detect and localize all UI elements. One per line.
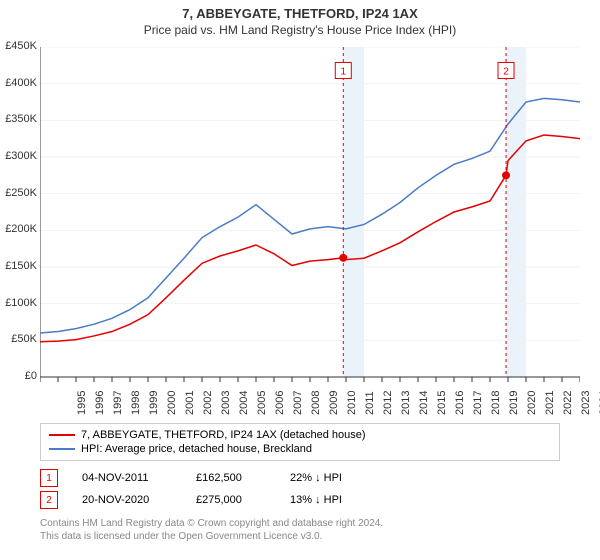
legend-row: 7, ABBEYGATE, THETFORD, IP24 1AX (detach… bbox=[49, 428, 551, 442]
x-axis-label: 2002 bbox=[202, 391, 214, 415]
x-axis-label: 2015 bbox=[436, 391, 448, 415]
data-pct: 13% ↓ HPI bbox=[290, 494, 342, 506]
x-axis-label: 2003 bbox=[220, 391, 232, 415]
chart-title: 7, ABBEYGATE, THETFORD, IP24 1AX bbox=[0, 6, 600, 21]
x-axis-label: 2013 bbox=[400, 391, 412, 415]
x-axis-label: 2001 bbox=[184, 391, 196, 415]
chart-area: 12 £0£50K£100K£150K£200K£250K£300K£350K£… bbox=[40, 47, 590, 417]
x-axis-label: 2014 bbox=[418, 391, 430, 415]
y-axis-label: £400K bbox=[2, 77, 37, 89]
y-axis-label: £200K bbox=[2, 223, 37, 235]
footer-line1: Contains HM Land Registry data © Crown c… bbox=[40, 517, 560, 530]
x-axis-label: 2005 bbox=[256, 391, 268, 415]
x-axis-label: 1999 bbox=[148, 391, 160, 415]
y-axis-label: £300K bbox=[2, 150, 37, 162]
footer: Contains HM Land Registry data © Crown c… bbox=[40, 517, 560, 543]
legend-box: 7, ABBEYGATE, THETFORD, IP24 1AX (detach… bbox=[40, 423, 560, 461]
legend-label: 7, ABBEYGATE, THETFORD, IP24 1AX (detach… bbox=[81, 429, 366, 441]
x-axis-label: 2004 bbox=[238, 391, 250, 415]
legend-row: HPI: Average price, detached house, Brec… bbox=[49, 442, 551, 456]
data-rows: 1 04-NOV-2011 £162,500 22% ↓ HPI 2 20-NOV-202… bbox=[40, 467, 560, 511]
y-axis-label: £50K bbox=[2, 333, 37, 345]
x-axis-label: 2008 bbox=[310, 391, 322, 415]
x-axis-label: 2012 bbox=[382, 391, 394, 415]
x-axis-label: 1997 bbox=[112, 391, 124, 415]
x-axis-label: 1996 bbox=[94, 391, 106, 415]
x-axis-label: 2017 bbox=[472, 391, 484, 415]
footer-line2: This data is licensed under the Open Gov… bbox=[40, 530, 560, 543]
x-axis-label: 2011 bbox=[364, 391, 376, 415]
x-axis-label: 2016 bbox=[454, 391, 466, 415]
x-axis-label: 1998 bbox=[130, 391, 142, 415]
chart-svg: 12 bbox=[40, 47, 580, 417]
data-date: 04-NOV-2011 bbox=[82, 472, 172, 484]
y-axis-label: £450K bbox=[2, 40, 37, 52]
data-price: £162,500 bbox=[196, 472, 266, 484]
data-date: 20-NOV-2020 bbox=[82, 494, 172, 506]
y-axis-label: £250K bbox=[2, 187, 37, 199]
data-price: £275,000 bbox=[196, 494, 266, 506]
legend-swatch bbox=[49, 434, 75, 436]
y-axis-label: £0 bbox=[2, 370, 37, 382]
x-axis-label: 2019 bbox=[508, 391, 520, 415]
title-block: 7, ABBEYGATE, THETFORD, IP24 1AX Price p… bbox=[0, 0, 600, 37]
x-axis-label: 1995 bbox=[76, 391, 88, 415]
x-axis-label: 2000 bbox=[166, 391, 178, 415]
marker-box: 2 bbox=[40, 491, 58, 509]
x-axis-label: 2018 bbox=[490, 391, 502, 415]
y-axis-label: £350K bbox=[2, 113, 37, 125]
x-axis-label: 2022 bbox=[562, 391, 574, 415]
marker-box: 1 bbox=[40, 469, 58, 487]
legend-label: HPI: Average price, detached house, Brec… bbox=[81, 443, 312, 455]
svg-text:1: 1 bbox=[341, 66, 347, 77]
x-axis-label: 2009 bbox=[328, 391, 340, 415]
y-axis-label: £100K bbox=[2, 297, 37, 309]
svg-text:2: 2 bbox=[503, 66, 509, 77]
x-axis-label: 2023 bbox=[580, 391, 592, 415]
x-axis-label: 2020 bbox=[526, 391, 538, 415]
chart-subtitle: Price paid vs. HM Land Registry's House … bbox=[0, 23, 600, 37]
x-axis-label: 2006 bbox=[274, 391, 286, 415]
legend-swatch bbox=[49, 448, 75, 450]
data-point-row: 1 04-NOV-2011 £162,500 22% ↓ HPI bbox=[40, 467, 560, 489]
x-axis-label: 2010 bbox=[346, 391, 358, 415]
x-axis-label: 2021 bbox=[544, 391, 556, 415]
x-axis-label: 2007 bbox=[292, 391, 304, 415]
data-point-row: 2 20-NOV-2020 £275,000 13% ↓ HPI bbox=[40, 489, 560, 511]
y-axis-label: £150K bbox=[2, 260, 37, 272]
data-pct: 22% ↓ HPI bbox=[290, 472, 342, 484]
